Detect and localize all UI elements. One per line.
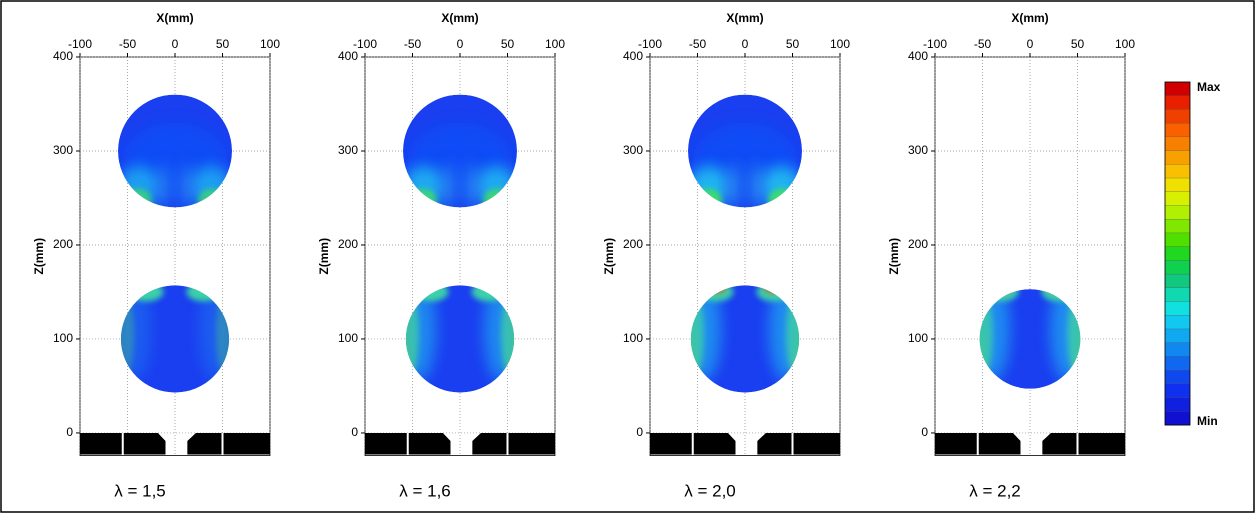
nozzle: [187, 432, 270, 455]
panel: -100 -50 0 50 100 0 100 200 300 400 X(mm) Z(mm) λ = …: [32, 11, 280, 500]
colorbar-band: [1164, 246, 1191, 261]
x-tick-label: 100: [1115, 37, 1135, 51]
y-tick-label: 100: [338, 331, 358, 345]
x-axis-title: X(mm): [1011, 11, 1048, 25]
x-tick-label: -100: [638, 37, 662, 51]
colorbar-band: [1164, 287, 1191, 302]
colorbar-band: [1164, 260, 1191, 275]
y-tick-label: 300: [53, 143, 73, 157]
field-feature: [726, 163, 742, 208]
colorbar-band: [1164, 150, 1191, 165]
field-feature: [463, 163, 479, 208]
x-tick-label: 100: [545, 37, 565, 51]
colorbar-band: [1164, 369, 1191, 385]
x-axis-title: X(mm): [441, 11, 478, 25]
x-tick-label: 50: [1071, 37, 1085, 51]
colorbar-max: Max: [1197, 80, 1221, 94]
x-tick-label: 0: [172, 37, 179, 51]
colorbar-band: [1164, 356, 1191, 371]
y-tick-label: 300: [908, 143, 928, 157]
panel: -100 -50 0 50 100 0 100 200 300 400 X(mm) Z(mm) λ = …: [317, 11, 565, 500]
colorbar-band: [1164, 109, 1191, 124]
y-tick-label: 0: [351, 425, 358, 439]
x-tick-label: -50: [689, 37, 707, 51]
colorbar-band: [1164, 328, 1191, 344]
colorbar-band: [1164, 123, 1191, 138]
y-tick-label: 400: [338, 49, 358, 63]
x-tick-label: -50: [974, 37, 992, 51]
colorbar-band: [1164, 164, 1191, 179]
x-tick-label: 50: [216, 37, 230, 51]
y-axis-title: Z(mm): [887, 238, 901, 275]
y-tick-label: 300: [623, 143, 643, 157]
field: [403, 94, 517, 208]
x-tick-label: 100: [830, 37, 850, 51]
colorbar-band: [1164, 219, 1191, 234]
colorbar-band: [1164, 191, 1191, 206]
colorbar-band: [1164, 81, 1191, 97]
x-tick-label: 0: [457, 37, 464, 51]
y-tick-label: 200: [908, 237, 928, 251]
field-feature: [156, 163, 172, 208]
y-tick-label: 100: [53, 331, 73, 345]
y-tick-label: 0: [636, 425, 643, 439]
caption: λ = 2,0: [684, 481, 736, 500]
field-feature: [178, 163, 194, 208]
colorbar-band: [1164, 397, 1191, 412]
colorbar-band: [1164, 315, 1191, 330]
x-tick-label: -50: [119, 37, 137, 51]
y-tick-label: 200: [338, 237, 358, 251]
y-tick-label: 200: [53, 237, 73, 251]
y-axis-title: Z(mm): [317, 238, 331, 275]
nozzle: [472, 432, 555, 455]
panel: -100 -50 0 50 100 0 100 200 300 400 X(mm) Z(mm) λ = …: [602, 11, 850, 500]
x-tick-label: -100: [68, 37, 92, 51]
field: [120, 285, 230, 393]
field: [688, 94, 802, 208]
colorbar-band: [1164, 411, 1191, 426]
x-tick-label: -100: [923, 37, 947, 51]
colorbar-band: [1164, 273, 1191, 289]
colorbar-band: [1164, 232, 1191, 248]
colorbar-band: [1164, 383, 1191, 399]
x-tick-label: -50: [404, 37, 422, 51]
y-tick-label: 300: [338, 143, 358, 157]
colorbar-band: [1164, 95, 1191, 110]
x-tick-label: 50: [786, 37, 800, 51]
colorbar-band: [1164, 136, 1191, 152]
field-feature: [441, 163, 457, 208]
y-axis-title: Z(mm): [602, 238, 616, 275]
panel: -100 -50 0 50 100 0 100 200 300 400 X(mm) Z(mm) λ = …: [887, 11, 1135, 500]
colorbar-band: [1164, 301, 1191, 316]
caption: λ = 2,2: [969, 481, 1021, 500]
y-tick-label: 100: [908, 331, 928, 345]
x-axis-title: X(mm): [726, 11, 763, 25]
colorbar-band: [1164, 177, 1191, 193]
x-axis-title: X(mm): [156, 11, 193, 25]
x-tick-label: 100: [260, 37, 280, 51]
nozzle: [757, 432, 840, 455]
x-tick-label: 50: [501, 37, 515, 51]
caption: λ = 1,5: [114, 481, 166, 500]
caption: λ = 1,6: [399, 481, 451, 500]
y-axis-title: Z(mm): [32, 238, 46, 275]
colorbar-band: [1164, 342, 1191, 357]
y-tick-label: 200: [623, 237, 643, 251]
nozzle: [1042, 432, 1125, 455]
y-tick-label: 100: [623, 331, 643, 345]
y-tick-label: 400: [53, 49, 73, 63]
y-tick-label: 0: [66, 425, 73, 439]
plot-area: [934, 56, 1126, 456]
y-tick-label: 400: [623, 49, 643, 63]
x-tick-label: 0: [742, 37, 749, 51]
y-tick-label: 0: [921, 425, 928, 439]
colorbar-frame: [1164, 81, 1191, 426]
y-tick-label: 400: [908, 49, 928, 63]
x-tick-label: -100: [353, 37, 377, 51]
x-tick-label: 0: [1027, 37, 1034, 51]
colorbar-min: Min: [1197, 414, 1218, 428]
field-feature: [748, 163, 765, 208]
colorbar-band: [1164, 205, 1191, 220]
